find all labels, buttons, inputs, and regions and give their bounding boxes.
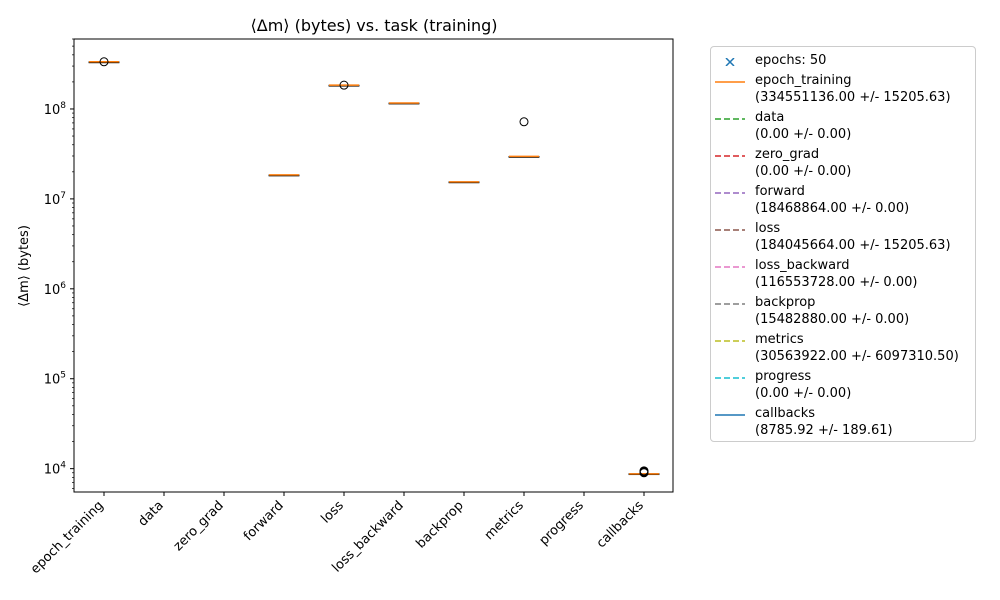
legend-label: forward (18468864.00 +/- 0.00) xyxy=(755,183,909,217)
legend-swatch xyxy=(715,340,745,342)
legend-swatch xyxy=(715,229,745,231)
legend-series-stats: (0.00 +/- 0.00) xyxy=(755,127,852,142)
x-tick-label: loss xyxy=(318,498,347,527)
legend-swatch xyxy=(725,58,735,66)
legend-series-name: forward xyxy=(755,184,805,199)
legend-series-name: loss_backward xyxy=(755,258,850,273)
x-tick-label: metrics xyxy=(482,498,527,543)
legend-series-stats: (0.00 +/- 0.00) xyxy=(755,386,852,401)
legend-series-name: zero_grad xyxy=(755,147,820,162)
x-tick-label: forward xyxy=(241,498,287,544)
legend-swatch xyxy=(715,377,745,379)
legend-series-name: metrics xyxy=(755,332,804,347)
legend-series-stats: (8785.92 +/- 189.61) xyxy=(755,423,893,438)
y-tick-label: 104 xyxy=(44,461,67,478)
outlier-callbacks xyxy=(639,466,649,476)
x-tick-label: progress xyxy=(537,498,587,548)
outlier-metrics xyxy=(519,117,529,127)
legend-series-stats: (184045664.00 +/- 15205.63) xyxy=(755,238,951,253)
plot-area: 104 105 106 107 108 epoch_training data zero_gr… xyxy=(28,38,660,577)
legend-series-stats: (0.00 +/- 0.00) xyxy=(755,164,852,179)
legend-label: metrics (30563922.00 +/- 6097310.50) xyxy=(755,331,959,365)
legend-swatch xyxy=(715,192,745,194)
legend-swatch xyxy=(715,266,745,268)
legend-label: callbacks (8785.92 +/- 189.61) xyxy=(755,405,893,439)
chart-title: ⟨Δm⟩ (bytes) vs. task (training) xyxy=(251,16,498,35)
legend-series-name: progress xyxy=(755,369,812,384)
legend-swatch xyxy=(715,118,745,120)
legend-series-stats: (116553728.00 +/- 0.00) xyxy=(755,275,918,290)
x-tick-label: callbacks xyxy=(594,498,647,551)
legend-series-stats: (334551136.00 +/- 15205.63) xyxy=(755,90,951,105)
plot-frame xyxy=(73,38,674,493)
x-tick-label: data xyxy=(136,498,167,529)
y-axis-label: ⟨Δm⟩ (bytes) xyxy=(17,225,32,307)
legend-series-stats: (15482880.00 +/- 0.00) xyxy=(755,312,910,327)
legend-series-stats: (30563922.00 +/- 6097310.50) xyxy=(755,349,959,364)
y-tick-label: 107 xyxy=(44,191,66,208)
legend-series-name: backprop xyxy=(755,295,816,310)
legend-series-name: loss xyxy=(755,221,781,236)
x-tick-label: epoch_training xyxy=(28,498,107,577)
legend-label: backprop (15482880.00 +/- 0.00) xyxy=(755,294,909,328)
x-tick-label: zero_grad xyxy=(171,498,227,554)
legend-series-name: data xyxy=(755,110,785,125)
y-tick-label: 108 xyxy=(44,101,67,118)
legend-label: loss (184045664.00 +/- 15205.63) xyxy=(755,220,951,254)
x-tick-label: backprop xyxy=(413,498,466,551)
legend-series-name: callbacks xyxy=(755,406,816,421)
legend-label: zero_grad (0.00 +/- 0.00) xyxy=(755,146,851,180)
legend-label: data (0.00 +/- 0.00) xyxy=(755,109,851,143)
y-tick-label: 106 xyxy=(44,281,67,298)
y-tick-label: 105 xyxy=(44,371,66,388)
legend: epochs: 50 epoch_training (334551136.00 +/… xyxy=(710,46,976,442)
legend-series-stats: (18468864.00 +/- 0.00) xyxy=(755,201,910,216)
legend-label: epoch_training (334551136.00 +/- 15205.63… xyxy=(755,72,951,106)
legend-label: progress (0.00 +/- 0.00) xyxy=(755,368,851,402)
legend-swatch xyxy=(715,303,745,305)
legend-swatch xyxy=(715,155,745,157)
legend-swatch xyxy=(715,81,745,83)
legend-series-name: epochs: 50 xyxy=(755,53,827,68)
legend-swatch xyxy=(715,414,745,416)
outlier-loss xyxy=(339,80,349,90)
outlier-epoch_training xyxy=(99,57,109,67)
legend-series-name: epoch_training xyxy=(755,73,852,88)
legend-label: loss_backward (116553728.00 +/- 0.00) xyxy=(755,257,917,291)
legend-label: epochs: 50 xyxy=(755,52,826,69)
